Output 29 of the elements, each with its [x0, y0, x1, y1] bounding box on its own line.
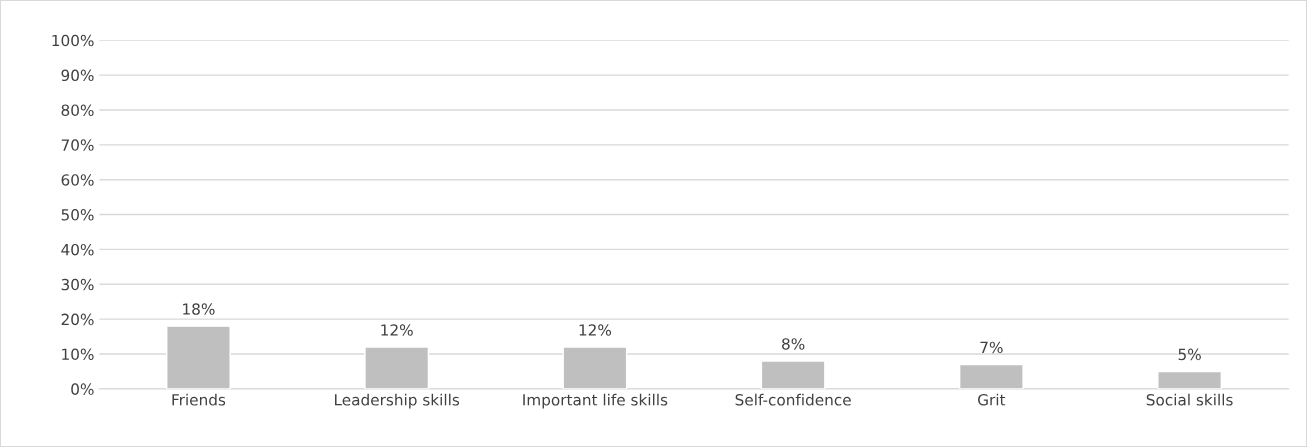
y-tick-label: 0%: [71, 383, 94, 395]
y-tick-label: 50%: [61, 209, 94, 221]
data-label: 8%: [782, 338, 805, 350]
x-tick-label: Grit: [978, 393, 1006, 406]
data-label: 5%: [1178, 348, 1201, 361]
data-label: 12%: [579, 324, 612, 336]
y-tick-label: 100%: [52, 34, 94, 47]
x-tick-label: Important life skills: [523, 393, 668, 409]
x-tick-label: Social skills: [1146, 393, 1233, 406]
bar: [760, 360, 826, 389]
y-tick-label: 10%: [62, 348, 94, 361]
y-tick-label: 30%: [61, 278, 94, 291]
y-tick-label: 60%: [61, 174, 94, 186]
x-tick-label: Self-confidence: [735, 393, 851, 406]
y-tick-label: 80%: [61, 104, 94, 116]
x-tick-label: Leadership skills: [335, 393, 460, 409]
bar: [166, 325, 231, 389]
y-tick-label: 70%: [61, 139, 94, 151]
bar: [958, 363, 1024, 389]
data-label: 12%: [381, 324, 413, 336]
bar: [562, 346, 628, 389]
x-tick-label: Friends: [172, 393, 226, 406]
data-label: 18%: [183, 303, 215, 315]
y-tick-label: 40%: [61, 243, 94, 256]
y-tick-label: 20%: [61, 313, 94, 326]
bar: [364, 346, 430, 389]
data-label: 7%: [980, 341, 1003, 354]
y-tick-label: 90%: [61, 69, 94, 82]
bar: [1157, 370, 1222, 389]
